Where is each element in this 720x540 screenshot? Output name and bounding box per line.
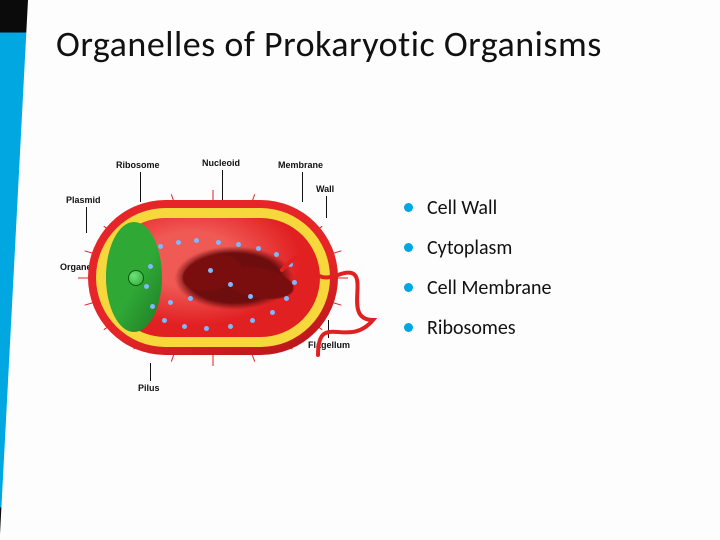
- organelle-dot: [128, 270, 144, 286]
- bullet-icon: [404, 323, 413, 332]
- bullet-list: Cell Wall Cytoplasm Cell Membrane Riboso…: [404, 196, 551, 356]
- cell-body: [88, 200, 338, 355]
- bullet-item: Ribosomes: [404, 316, 551, 340]
- bullet-item: Cytoplasm: [404, 236, 551, 260]
- callout-pilus: Pilus: [138, 383, 160, 393]
- bullet-text: Cytoplasm: [427, 236, 512, 260]
- page-title: Organelles of Prokaryotic Organisms: [56, 22, 602, 66]
- bullet-item: Cell Membrane: [404, 276, 551, 300]
- prokaryote-diagram: Plasmid Ribosome Nucleoid Membrane Wall …: [60, 150, 390, 400]
- bullet-icon: [404, 203, 413, 212]
- callout-ribosome: Ribosome: [116, 160, 160, 170]
- bullet-text: Cell Wall: [427, 196, 497, 220]
- callout-wall: Wall: [316, 184, 334, 194]
- bullet-icon: [404, 243, 413, 252]
- callout-nucleoid: Nucleoid: [202, 158, 240, 168]
- bullet-icon: [404, 283, 413, 292]
- bullet-text: Cell Membrane: [427, 276, 551, 300]
- callout-membrane: Membrane: [278, 160, 323, 170]
- bullet-text: Ribosomes: [427, 316, 516, 340]
- bullet-item: Cell Wall: [404, 196, 551, 220]
- accent-stripe: [0, 0, 28, 540]
- flagellum: [278, 230, 378, 360]
